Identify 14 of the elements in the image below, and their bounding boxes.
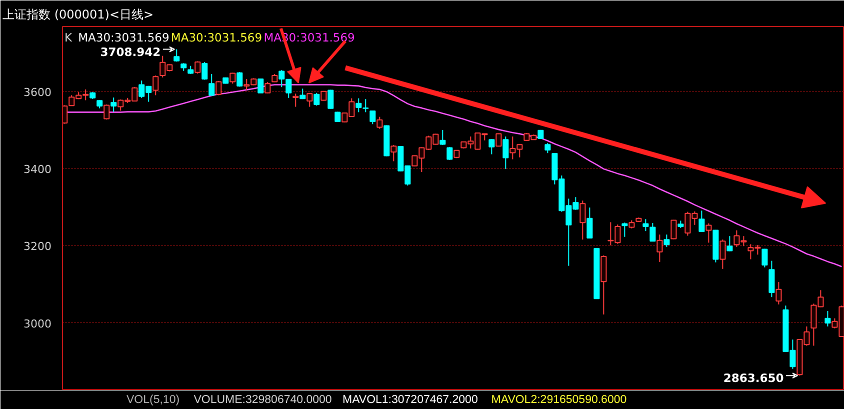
text: MAVOL2:291650590.6000 bbox=[491, 394, 627, 406]
annotation: MA30:3031.569 bbox=[78, 30, 170, 44]
text: MAVOL1:307207467.2000 bbox=[342, 394, 478, 406]
y-tick-label: 3600 bbox=[24, 86, 52, 99]
text: VOLUME:329806740.0000 bbox=[194, 394, 332, 406]
y-tick-label: 3200 bbox=[24, 240, 52, 254]
annotation: 2863.650 bbox=[723, 371, 784, 386]
annotation: 3708.942 bbox=[100, 44, 161, 59]
text: VOL(5,10) bbox=[126, 394, 180, 406]
y-tick-label: 3400 bbox=[24, 163, 52, 176]
annotation: MA30:3031.569 bbox=[170, 30, 262, 44]
chart-title: 上证指数 (000001)<日线> bbox=[2, 8, 154, 22]
y-tick-label: 3000 bbox=[24, 317, 52, 330]
annotation: K bbox=[64, 30, 72, 44]
